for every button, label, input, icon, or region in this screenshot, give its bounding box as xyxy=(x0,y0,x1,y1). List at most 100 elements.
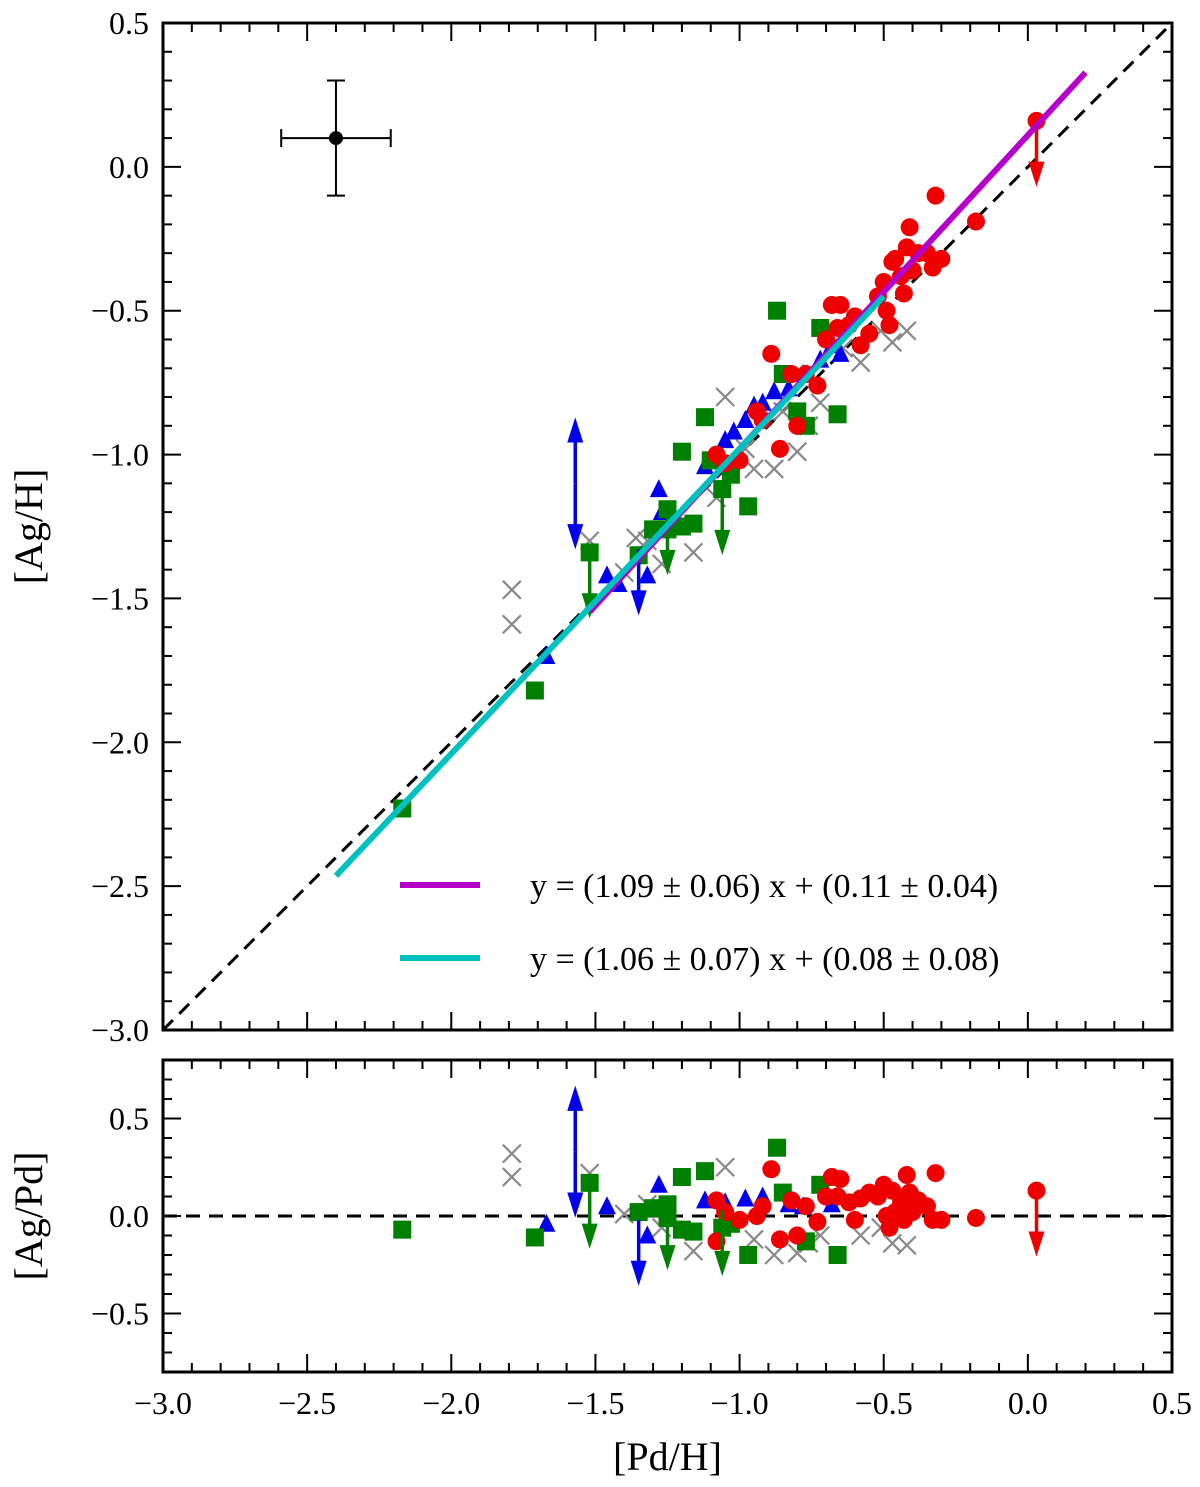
data-point-circle-3 xyxy=(730,1210,749,1229)
data-point-square-0 xyxy=(393,1220,412,1239)
data-point-x-4 xyxy=(626,528,646,548)
y-tick-label: −0.5 xyxy=(91,1296,149,1332)
limit-arrow-head xyxy=(567,1085,584,1111)
limit-arrow-down-2 xyxy=(630,1219,647,1286)
data-point-square-10 xyxy=(695,1162,714,1181)
data-point-x-6 xyxy=(683,1241,704,1261)
limit-arrow-down-5 xyxy=(714,489,731,556)
data-point-x-18-stroke-b xyxy=(850,352,871,373)
data-point-x-18 xyxy=(850,352,871,373)
data-point-circle-28 xyxy=(897,1166,916,1185)
data-point-circle-35 xyxy=(966,212,985,231)
data-point-circle-26 xyxy=(894,284,913,303)
data-point-x-1 xyxy=(502,614,522,635)
series-circle xyxy=(707,111,1046,473)
data-point-square-3 xyxy=(629,1203,648,1222)
data-point-triangle-18 xyxy=(831,343,850,362)
x-tick-label: −3.0 xyxy=(134,1385,192,1421)
plot-area-bottom xyxy=(163,1085,1172,1286)
data-point-circle-7 xyxy=(770,1230,789,1249)
data-point-triangle-4 xyxy=(649,479,668,498)
data-point-circle-15 xyxy=(831,1169,850,1188)
data-point-triangle-3 xyxy=(649,1174,668,1193)
data-point-circle-34 xyxy=(932,249,951,268)
data-point-x-1-stroke-b xyxy=(502,614,522,635)
ticks: −0.5 0.0 0.5 −3.0 −2.5 −2.0 −1.5 −1.0 −0.5 0.0 0.5 xyxy=(91,1059,1192,1421)
data-point-triangle-3 xyxy=(638,565,657,584)
y-tick-label: 0.0 xyxy=(109,149,149,185)
data-point-circle-11 xyxy=(817,330,836,349)
y-tick-label: −2.0 xyxy=(91,724,149,760)
data-point-circle-8 xyxy=(788,416,807,435)
limit-arrow-head xyxy=(659,550,676,576)
data-point-x-4-stroke-b xyxy=(626,528,646,548)
x-axis-label: [Pd/H] xyxy=(613,1434,722,1479)
data-point-circle-32 xyxy=(917,1197,936,1216)
legend-label-1: y = (1.06 ± 0.07) x + (0.08 ± 0.08) xyxy=(530,941,999,978)
y-tick-label: 0.5 xyxy=(109,1101,149,1137)
data-point-x-7 xyxy=(715,1157,735,1178)
limit-arrow-down-1 xyxy=(567,1151,584,1218)
data-point-square-10 xyxy=(695,408,714,427)
data-point-square-9 xyxy=(684,514,703,533)
data-point-x-19-stroke-b xyxy=(882,332,903,353)
panel-top: −3.0 −2.5 −2.0 −1.5 −1.0 −0.5 0.0 0.5 [Ag/H] y = … xyxy=(6,5,1174,1048)
y-tick-label: 0.5 xyxy=(109,5,149,41)
y-tick-label: −0.5 xyxy=(91,293,149,329)
data-point-circle-5 xyxy=(753,1197,772,1216)
data-point-x-20 xyxy=(896,321,917,341)
limit-arrow-head xyxy=(630,1260,647,1286)
data-point-square-8 xyxy=(672,442,691,461)
data-point-triangle-13 xyxy=(765,381,784,400)
panel-frame xyxy=(161,21,1174,1032)
x-tick-label: −1.0 xyxy=(711,1385,769,1421)
data-point-square-13 xyxy=(739,1246,758,1264)
limit-arrow-head xyxy=(567,1192,584,1218)
data-point-triangle-2 xyxy=(638,1225,657,1244)
representative-error-bar xyxy=(280,79,392,197)
limit-arrow-head xyxy=(659,1245,676,1271)
series-x xyxy=(502,1143,917,1265)
data-point-x-13 xyxy=(850,1225,871,1246)
data-point-circle-10 xyxy=(796,1197,815,1216)
data-point-circle-33 xyxy=(926,186,945,205)
data-point-x-8 xyxy=(744,1229,764,1250)
data-point-triangle-6 xyxy=(736,1188,755,1207)
data-point-triangle-0 xyxy=(537,1213,556,1232)
data-point-x-9-stroke-b xyxy=(764,1245,784,1265)
limit-arrow-down-1 xyxy=(567,483,584,550)
limit-arrow-down-4 xyxy=(659,1204,676,1271)
data-point-circle-6 xyxy=(762,1160,781,1179)
data-point-square-17 xyxy=(788,402,807,421)
data-point-circle-34 xyxy=(926,1164,945,1183)
data-point-circle-17 xyxy=(845,1210,864,1229)
data-point-circle-21 xyxy=(877,301,896,320)
x-tick-label: −2.5 xyxy=(278,1385,336,1421)
data-point-square-8 xyxy=(672,1168,691,1186)
data-point-triangle-1 xyxy=(597,565,616,584)
data-point-x-6-stroke-b xyxy=(683,1241,704,1261)
panel-bottom: −0.5 0.0 0.5 −3.0 −2.5 −2.0 −1.5 −1.0 −0.5 0.0 0.5… xyxy=(6,1058,1192,1479)
data-point-x-13-stroke-b xyxy=(850,1225,871,1246)
data-point-square-18 xyxy=(828,1246,847,1264)
data-point-square-14 xyxy=(739,497,758,516)
data-point-circle-28 xyxy=(900,218,919,237)
data-point-x-8-stroke-b xyxy=(744,1229,764,1250)
x-tick-label: −0.5 xyxy=(855,1385,913,1421)
plot-area-top xyxy=(163,23,1172,1030)
data-point-x-0 xyxy=(502,1143,522,1164)
limit-arrow-head xyxy=(630,590,647,616)
error-bar-center xyxy=(328,131,343,146)
data-point-circle-8 xyxy=(782,1191,801,1210)
legend: y = (1.09 ± 0.06) x + (0.11 ± 0.04) y = (… xyxy=(400,868,999,978)
limit-arrow-down-4 xyxy=(659,509,676,576)
data-point-x-12-stroke-b xyxy=(764,459,784,479)
limit-arrow-head xyxy=(714,529,731,556)
data-point-circle-7 xyxy=(782,365,801,384)
data-point-x-9 xyxy=(764,1245,784,1265)
data-point-x-16-stroke-b xyxy=(810,393,831,413)
x-tick-label: 0.5 xyxy=(1152,1385,1192,1421)
data-point-x-12 xyxy=(764,459,784,479)
data-point-x-1 xyxy=(502,1167,522,1187)
